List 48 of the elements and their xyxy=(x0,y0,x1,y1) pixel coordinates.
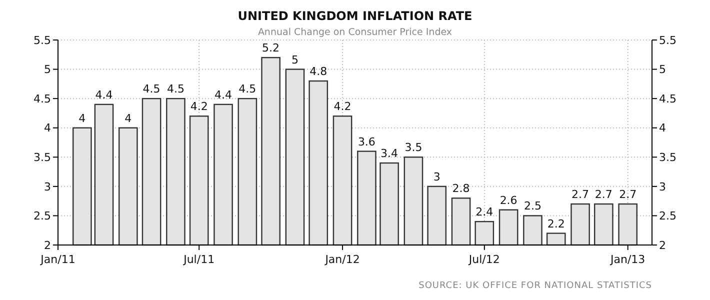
data-label: 5.2 xyxy=(262,42,280,55)
y2-tick-label: 2 xyxy=(659,238,666,252)
y2-tick-label: 5.5 xyxy=(659,34,676,47)
y-tick-label: 2.5 xyxy=(34,210,51,223)
data-label: 4 xyxy=(124,112,132,125)
data-label: 3 xyxy=(433,170,440,184)
y-tick-label: 5.5 xyxy=(34,34,51,47)
data-label: 4.2 xyxy=(334,100,352,114)
y-tick-label: 4 xyxy=(44,122,51,135)
data-label: 4.8 xyxy=(310,65,328,78)
data-label: 4.4 xyxy=(214,88,232,102)
x-tick-label: Jan/12 xyxy=(324,253,360,266)
x-tick-label: Jul/12 xyxy=(468,253,500,266)
data-label: 2.6 xyxy=(500,194,518,207)
data-label: 2.5 xyxy=(524,200,542,213)
y2-tick-label: 4 xyxy=(659,122,666,135)
x-tick-label: Jan/11 xyxy=(40,253,76,266)
data-label: 3.5 xyxy=(404,141,422,154)
chart-title: UNITED KINGDOM INFLATION RATE xyxy=(238,9,472,23)
y2-tick-label: 4.5 xyxy=(659,92,676,106)
data-label: 4.5 xyxy=(142,82,160,96)
y-tick-label: 5 xyxy=(44,63,51,76)
y-tick-label: 3 xyxy=(44,180,51,194)
x-tick-label: Jul/11 xyxy=(182,253,215,266)
data-label: 2.7 xyxy=(594,188,612,201)
data-label: 4.5 xyxy=(166,82,184,96)
data-label: 4.4 xyxy=(95,88,113,102)
y2-tick-label: 5 xyxy=(659,63,666,76)
y-tick-label: 2 xyxy=(44,238,51,252)
data-label: 4.2 xyxy=(190,100,208,114)
source-note: SOURCE: UK OFFICE FOR NATIONAL STATISTICS xyxy=(418,281,652,291)
data-label: 2.7 xyxy=(572,188,590,201)
y2-tick-label: 2.5 xyxy=(659,210,676,223)
y2-tick-label: 3.5 xyxy=(659,150,676,164)
data-label: 4.5 xyxy=(238,82,256,96)
data-label: 2.8 xyxy=(452,182,470,196)
data-label: 2.2 xyxy=(547,217,565,230)
y-tick-label: 3.5 xyxy=(34,150,51,164)
x-tick-label: Jan/13 xyxy=(610,253,646,266)
data-label: 4 xyxy=(78,112,86,125)
data-label: 3.6 xyxy=(358,135,376,148)
data-label: 2.7 xyxy=(619,188,637,201)
y2-tick-label: 3 xyxy=(659,180,666,194)
data-label: 5 xyxy=(291,53,298,66)
y-tick-label: 4.5 xyxy=(34,92,51,106)
data-label: 3.4 xyxy=(380,147,398,160)
data-label: 2.4 xyxy=(476,206,494,219)
chart-subtitle: Annual Change on Consumer Price Index xyxy=(258,27,452,38)
